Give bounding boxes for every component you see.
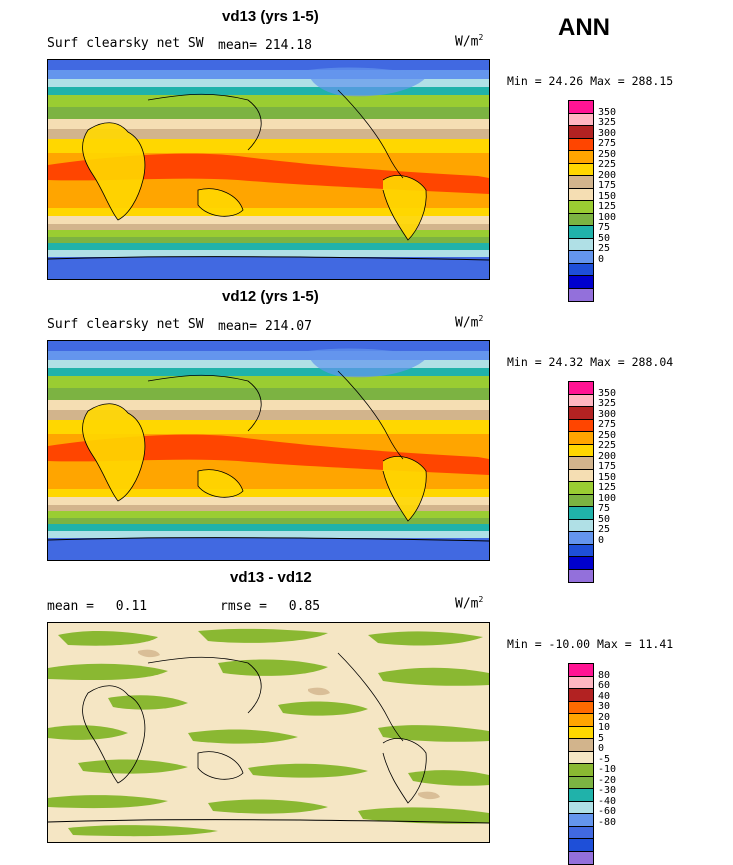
colorbar	[568, 381, 594, 583]
rmse-label: rmse =	[220, 599, 267, 614]
mean-label: mean =	[47, 599, 94, 614]
mean-stat: mean= 214.07	[218, 319, 312, 334]
panel-title: vd13 - vd12	[230, 569, 312, 586]
mean-stat: mean= 214.18	[218, 38, 312, 53]
mean-value: 214.07	[264, 319, 312, 334]
mean-stat: mean = 0.11	[47, 599, 147, 614]
mean-label: mean=	[218, 319, 258, 334]
mean-value: 0.11	[115, 599, 148, 614]
contour-map	[47, 340, 490, 561]
season-label: ANN	[558, 14, 610, 41]
mean-label: mean=	[218, 38, 258, 53]
variable-label: Surf clearsky net SW	[47, 317, 204, 332]
variable-label: Surf clearsky net SW	[47, 36, 204, 51]
colorbar	[568, 100, 594, 302]
mean-value: 214.18	[264, 38, 312, 53]
units-label: W/m2	[455, 595, 484, 612]
min-max-label: Min = 24.32 Max = 288.04	[507, 355, 674, 369]
panel-title: vd12 (yrs 1-5)	[222, 288, 319, 305]
units-label: W/m2	[455, 33, 484, 50]
panel-title: vd13 (yrs 1-5)	[222, 8, 319, 25]
contour-map	[47, 59, 490, 280]
units-label: W/m2	[455, 314, 484, 331]
rmse-stat: rmse = 0.85	[220, 599, 320, 614]
min-max-label: Min = -10.00 Max = 11.41	[507, 637, 674, 651]
rmse-value: 0.85	[288, 599, 321, 614]
contour-map	[47, 622, 490, 843]
colorbar	[568, 663, 594, 865]
min-max-label: Min = 24.26 Max = 288.15	[507, 74, 674, 88]
